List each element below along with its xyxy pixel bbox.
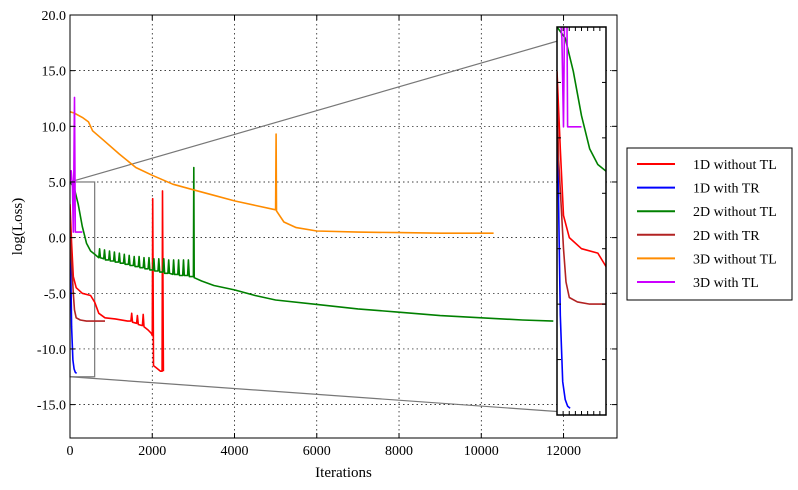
tick-labels: 0 2000 4000 6000 8000 10000 12000 20.0 15.0 10.0 5… <box>37 9 581 459</box>
legend-box <box>626 147 793 301</box>
series-line-4 <box>70 111 494 234</box>
inset-series-line-5 <box>557 27 582 128</box>
legend-label-5: 3D with TL <box>693 276 759 291</box>
legend-label-0: 1D without TL <box>693 158 777 173</box>
inset-series <box>557 27 606 409</box>
zoom-inset <box>556 26 607 416</box>
x-tick-label: 4000 <box>221 444 249 459</box>
legend-label-1: 1D with TR <box>693 182 760 197</box>
y-tick-label: -15.0 <box>37 399 66 414</box>
series-line-2 <box>70 166 554 322</box>
zoom-guides <box>69 26 607 416</box>
zoom-guide-bottom <box>69 376 607 416</box>
y-tick-label: -5.0 <box>44 287 66 302</box>
plot-area-frame <box>69 14 618 439</box>
x-tick-label: 6000 <box>303 444 331 459</box>
y-tick-label: 5.0 <box>49 176 67 191</box>
inset-series-line-0 <box>557 71 606 269</box>
inset-series-line-1 <box>557 93 571 409</box>
x-tick-label: 10000 <box>464 444 499 459</box>
x-tick-label: 8000 <box>385 444 413 459</box>
inset-series-line-3 <box>557 93 606 305</box>
legend-label-2: 2D without TL <box>693 205 777 220</box>
legend: 1D without TL 1D with TR 2D without TL 2D w… <box>626 147 793 301</box>
legend-label-3: 2D with TR <box>693 229 760 244</box>
x-axis-title: Iterations <box>315 465 372 481</box>
series-line-1 <box>70 215 78 375</box>
y-tick-label: 15.0 <box>42 65 67 80</box>
x-tick-label: 2000 <box>138 444 166 459</box>
series-layer <box>70 96 554 375</box>
zoom-guide-top <box>69 26 607 183</box>
series-line-5 <box>70 96 83 233</box>
inset-series-line-2 <box>557 27 606 173</box>
series-line-3 <box>70 215 105 322</box>
x-tick-label: 12000 <box>546 444 581 459</box>
y-tick-label: 10.0 <box>42 120 67 135</box>
axis-ticks <box>69 14 617 438</box>
y-tick-label: -10.0 <box>37 343 66 358</box>
series-line-0 <box>70 190 165 373</box>
legend-label-4: 3D without TL <box>693 252 777 267</box>
grid-lines <box>70 15 617 438</box>
x-tick-label: 0 <box>67 444 74 459</box>
y-tick-label: 20.0 <box>42 9 67 24</box>
y-tick-label: 0.0 <box>49 232 67 247</box>
y-axis-title: log(Loss) <box>10 198 26 256</box>
